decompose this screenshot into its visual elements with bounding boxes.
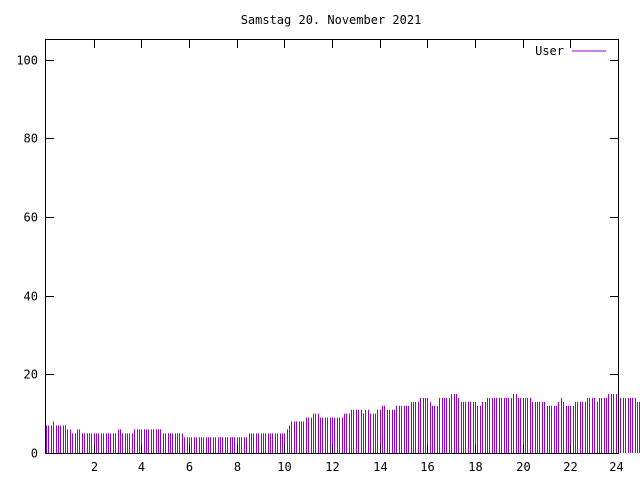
x-tick-label: 24 (609, 460, 623, 474)
x-tick-label: 20 (516, 460, 530, 474)
y-tick-label: 60 (24, 211, 38, 225)
chart-title: Samstag 20. November 2021 (241, 13, 422, 27)
x-tick-label: 14 (373, 460, 387, 474)
x-tick-label: 8 (234, 460, 241, 474)
x-tick-label: 12 (325, 460, 339, 474)
x-tick-label: 4 (138, 460, 145, 474)
y-tick-label: 80 (24, 132, 38, 146)
x-tick-label: 18 (468, 460, 482, 474)
bar-series (46, 394, 640, 453)
plot-frame (45, 39, 619, 454)
x-tick-label: 16 (420, 460, 434, 474)
y-tick-label: 0 (31, 447, 38, 461)
y-axis: 0 20 40 60 80 100 (16, 54, 618, 461)
legend-label-user: User (535, 44, 564, 58)
y-tick-label: 20 (24, 368, 38, 382)
y-tick-label: 100 (16, 54, 38, 68)
y-tick-label: 40 (24, 290, 38, 304)
x-axis: 2 4 6 8 10 12 14 16 18 20 22 24 (91, 40, 624, 474)
legend: User (535, 44, 606, 58)
x-tick-label: 22 (563, 460, 577, 474)
x-tick-label: 2 (91, 460, 98, 474)
x-tick-label: 6 (186, 460, 193, 474)
x-tick-label: 10 (277, 460, 291, 474)
